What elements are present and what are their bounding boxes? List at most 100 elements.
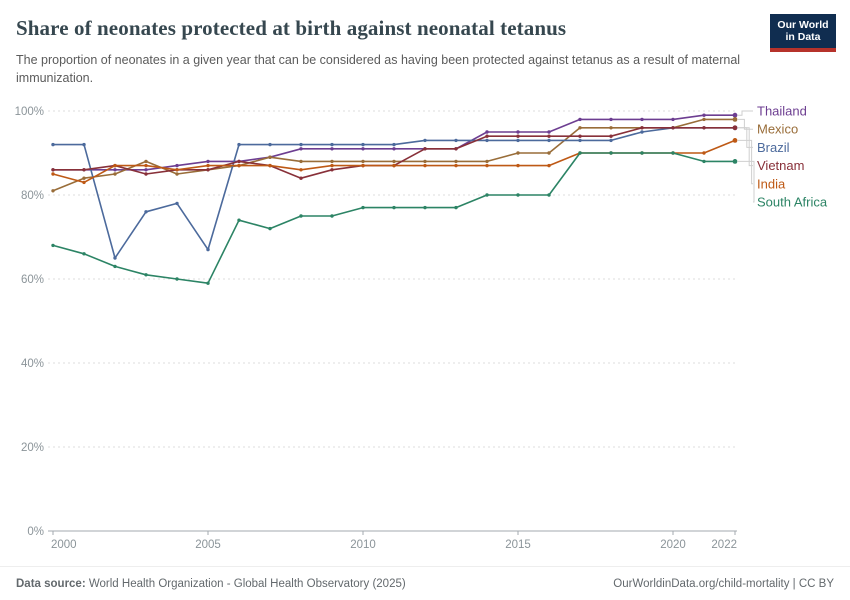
data-point bbox=[454, 147, 458, 151]
chart-subtitle: The proportion of neonates in a given ye… bbox=[16, 53, 741, 85]
data-point bbox=[702, 113, 706, 117]
data-point bbox=[361, 142, 365, 147]
data-point bbox=[547, 138, 551, 143]
data-point bbox=[144, 168, 148, 172]
y-axis-tick-label: 80% bbox=[21, 190, 44, 202]
data-point bbox=[732, 138, 738, 143]
data-point bbox=[113, 163, 117, 168]
owid-logo-line2: in Data bbox=[785, 31, 821, 43]
data-point bbox=[547, 151, 551, 155]
data-point bbox=[609, 134, 613, 138]
data-point bbox=[578, 117, 582, 122]
legend-label-brazil[interactable]: Brazil bbox=[757, 140, 790, 155]
data-point bbox=[113, 264, 117, 269]
data-point bbox=[547, 163, 551, 168]
data-point bbox=[640, 130, 644, 134]
data-point bbox=[578, 151, 582, 155]
owid-credit-link[interactable]: OurWorldinData.org/child-mortality | CC … bbox=[613, 577, 834, 590]
data-point bbox=[330, 214, 334, 218]
data-point bbox=[702, 126, 706, 130]
legend-label-india[interactable]: India bbox=[757, 176, 786, 191]
data-point bbox=[485, 134, 489, 138]
x-axis-tick-label: 2015 bbox=[505, 539, 531, 551]
data-point bbox=[144, 159, 148, 164]
data-point bbox=[51, 168, 55, 172]
legend-connector bbox=[738, 127, 753, 148]
data-point bbox=[299, 214, 303, 218]
data-point bbox=[547, 134, 551, 138]
data-point bbox=[51, 243, 55, 248]
data-source-note: Data source: World Health Organization -… bbox=[16, 578, 406, 590]
data-point bbox=[113, 256, 117, 260]
data-point bbox=[732, 117, 738, 122]
data-point bbox=[206, 247, 210, 252]
data-point bbox=[702, 159, 706, 164]
legend-label-south-africa[interactable]: South Africa bbox=[757, 195, 828, 210]
data-point bbox=[361, 147, 365, 151]
legend-label-vietnam[interactable]: Vietnam bbox=[757, 158, 804, 173]
data-point bbox=[237, 142, 241, 147]
data-point bbox=[454, 159, 458, 164]
data-point bbox=[330, 168, 334, 172]
data-point bbox=[82, 252, 86, 256]
data-point bbox=[268, 142, 272, 147]
legend-label-thailand[interactable]: Thailand bbox=[757, 104, 807, 119]
data-point bbox=[144, 273, 148, 277]
data-point bbox=[423, 138, 427, 143]
data-point bbox=[485, 193, 489, 197]
y-axis-tick-label: 0% bbox=[27, 526, 44, 538]
data-point bbox=[175, 168, 179, 172]
data-point bbox=[423, 163, 427, 168]
x-axis-tick-label: 2010 bbox=[350, 539, 376, 551]
x-axis-tick-label: 2022 bbox=[711, 539, 737, 551]
data-point bbox=[113, 172, 117, 176]
data-point bbox=[702, 151, 706, 155]
data-point bbox=[392, 163, 396, 168]
data-point bbox=[454, 205, 458, 210]
data-point bbox=[423, 205, 427, 210]
data-point bbox=[299, 159, 303, 164]
data-point bbox=[578, 138, 582, 143]
legend-connector bbox=[738, 139, 753, 185]
data-point bbox=[423, 159, 427, 164]
data-point bbox=[485, 130, 489, 134]
data-point bbox=[454, 163, 458, 168]
data-point bbox=[392, 205, 396, 210]
page-title: Share of neonates protected at birth aga… bbox=[16, 16, 567, 40]
data-point bbox=[640, 117, 644, 122]
data-point bbox=[175, 172, 179, 176]
data-point bbox=[392, 142, 396, 147]
data-point bbox=[113, 168, 117, 172]
x-axis-tick-label: 2005 bbox=[195, 539, 221, 551]
data-point bbox=[330, 142, 334, 147]
legend-connector bbox=[738, 127, 753, 167]
data-point bbox=[268, 155, 272, 159]
data-point bbox=[485, 163, 489, 168]
data-point bbox=[175, 163, 179, 168]
owid-logo-line1: Our World bbox=[777, 18, 829, 31]
data-point bbox=[299, 168, 303, 172]
y-axis-tick-label: 100% bbox=[15, 106, 44, 118]
data-point bbox=[361, 163, 365, 168]
data-point bbox=[423, 147, 427, 151]
data-point bbox=[578, 134, 582, 138]
data-point bbox=[206, 163, 210, 168]
data-point bbox=[51, 189, 55, 193]
data-point bbox=[547, 193, 551, 197]
y-axis-tick-label: 60% bbox=[21, 274, 44, 286]
data-point bbox=[82, 142, 86, 147]
legend-label-mexico[interactable]: Mexico bbox=[757, 122, 798, 137]
data-point bbox=[82, 176, 86, 180]
x-axis-tick-label: 2020 bbox=[660, 539, 686, 551]
data-point bbox=[392, 159, 396, 164]
legend-connector bbox=[738, 160, 755, 203]
data-point bbox=[485, 138, 489, 143]
data-point bbox=[144, 163, 148, 168]
data-point bbox=[516, 130, 520, 134]
data-point bbox=[299, 176, 303, 180]
data-point bbox=[361, 205, 365, 210]
data-point bbox=[268, 226, 272, 231]
data-point bbox=[299, 142, 303, 147]
data-point bbox=[516, 163, 520, 168]
